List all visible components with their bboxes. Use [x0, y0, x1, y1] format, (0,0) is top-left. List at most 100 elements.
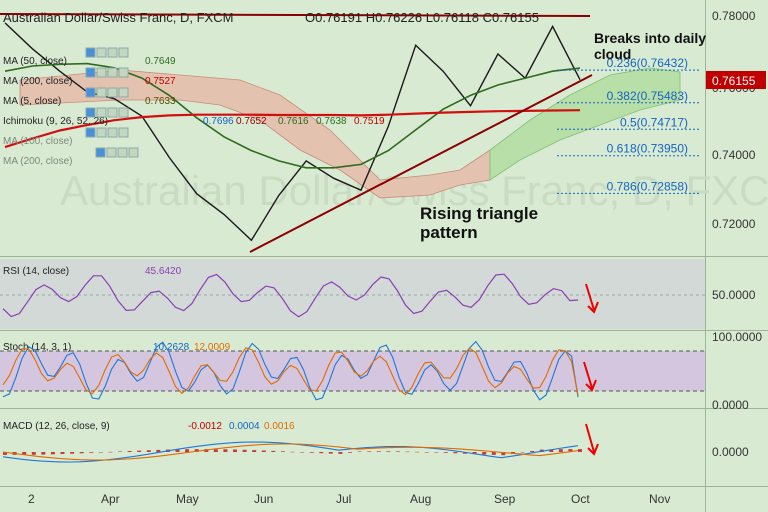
- macd-macd-value: 0.0004: [229, 421, 260, 432]
- legend-settings-icon[interactable]: [96, 107, 107, 118]
- stoch-axis-top: 100.0000: [712, 330, 762, 344]
- macd-hist-value: -0.0012: [188, 421, 222, 432]
- fib-label-4: 0.786(0.72858): [607, 179, 688, 193]
- legend-eye-icon[interactable]: [85, 127, 96, 138]
- macd-hist-bar: [328, 452, 333, 454]
- legend-settings-icon[interactable]: [106, 147, 117, 158]
- legend-ma200: MA (200, close): [3, 76, 72, 87]
- stoch-k-line: [2, 340, 579, 401]
- stoch-d-value: 12.0009: [194, 342, 231, 353]
- x-label-may: May: [176, 492, 199, 506]
- ohlc-readout: O0.76191 H0.76226 L0.76118 C0.76155: [305, 10, 539, 25]
- macd-hist-bar: [213, 449, 218, 452]
- legend-settings-icon[interactable]: [107, 47, 118, 58]
- ichimoku-val-2: 0.7652: [236, 116, 267, 127]
- rsi-value: 45.6420: [145, 266, 182, 277]
- legend-settings-icon[interactable]: [118, 127, 129, 138]
- macd-hist-bar: [280, 451, 285, 452]
- legend-settings-icon[interactable]: [118, 67, 129, 78]
- legend-settings-icon[interactable]: [118, 47, 129, 58]
- stoch-down-arrow: [583, 361, 597, 392]
- legend-ma5: MA (5, close): [3, 96, 61, 107]
- rsi-label: RSI (14, close): [3, 266, 69, 277]
- legend-settings-icon[interactable]: [118, 107, 129, 118]
- legend-settings-icon[interactable]: [118, 87, 129, 98]
- resistance-line: [0, 13, 591, 17]
- annotation-breaks-cloud-1: Breaks into daily: [594, 30, 706, 46]
- macd-hist-bar: [31, 452, 36, 455]
- macd-hist-bar: [290, 451, 295, 453]
- macd-hist-bar: [194, 449, 199, 452]
- macd-hist-bar: [443, 452, 448, 453]
- macd-hist-bar: [22, 452, 27, 455]
- macd-hist-bar: [549, 449, 554, 452]
- x-label-apr: Apr: [101, 492, 120, 506]
- legend-settings-icon[interactable]: [107, 87, 118, 98]
- macd-hist-bar: [223, 449, 228, 452]
- macd-hist-bar: [376, 451, 381, 452]
- macd-hist-bar: [300, 452, 305, 453]
- macd-hist-bar: [367, 451, 372, 452]
- macd-hist-bar: [472, 452, 477, 455]
- x-label-aug: Aug: [410, 492, 431, 506]
- macd-hist-bar: [453, 452, 458, 454]
- legend-eye-icon[interactable]: [85, 107, 96, 118]
- macd-hist-bar: [175, 449, 180, 452]
- macd-hist-bar: [252, 450, 257, 452]
- legend-settings-icon[interactable]: [117, 147, 128, 158]
- ichimoku-cloud-green: [489, 67, 681, 181]
- macd-hist-bar: [568, 449, 573, 452]
- legend-settings-icon[interactable]: [107, 67, 118, 78]
- rsi-line: [2, 273, 579, 318]
- legend-eye-icon[interactable]: [85, 87, 96, 98]
- legend-settings-icon[interactable]: [96, 127, 107, 138]
- macd-hist-bar: [319, 452, 324, 454]
- current-price-label: 0.76155: [712, 74, 756, 88]
- macd-hist-bar: [405, 451, 410, 453]
- x-label-jul: Jul: [336, 492, 351, 506]
- x-label-sep: Sep: [494, 492, 516, 506]
- macd-hist-bar: [491, 452, 496, 455]
- ichimoku-val-3: 0.7616: [278, 116, 309, 127]
- stoch-axis-bot: 0.0000: [712, 398, 749, 412]
- macd-hist-bar: [530, 451, 535, 452]
- ichimoku-val-4: 0.7638: [316, 116, 347, 127]
- legend-eye-icon[interactable]: [85, 47, 96, 58]
- macd-axis-label: 0.0000: [712, 445, 749, 459]
- price-tick-3: 0.74000: [712, 148, 756, 162]
- macd-hist-bar: [89, 452, 94, 453]
- legend-extra-2: MA (200, close): [3, 156, 72, 167]
- ichimoku-val-1: 0.7696: [203, 116, 234, 127]
- legend-eye-icon[interactable]: [95, 147, 106, 158]
- rising-trendline: [249, 74, 593, 253]
- legend-settings-icon[interactable]: [96, 87, 107, 98]
- price-tick-1: 0.78000: [712, 9, 756, 23]
- legend-settings-icon[interactable]: [128, 147, 139, 158]
- legend-settings-icon[interactable]: [96, 47, 107, 58]
- rsi-down-arrow: [585, 283, 599, 314]
- x-label-oct: Oct: [571, 492, 590, 506]
- stoch-k-value: 10.2628: [153, 342, 190, 353]
- macd-hist-bar: [434, 452, 439, 453]
- legend-settings-icon[interactable]: [96, 67, 107, 78]
- macd-hist-bar: [242, 449, 247, 452]
- macd-hist-bar: [309, 452, 314, 453]
- legend-settings-icon[interactable]: [107, 107, 118, 118]
- rsi-axis-label: 50.0000: [712, 288, 756, 302]
- macd-hist-bar: [127, 451, 132, 452]
- series-ma-50-close: [4, 62, 581, 169]
- fib-label-0: 0.236(0.76432): [607, 56, 688, 70]
- macd-hist-bar: [578, 449, 582, 452]
- rsi-pane: [0, 259, 705, 329]
- legend-settings-icon[interactable]: [107, 127, 118, 138]
- fib-label-2: 0.5(0.74717): [620, 115, 688, 129]
- macd-hist-bar: [558, 449, 563, 452]
- macd-hist-bar: [261, 450, 266, 452]
- current-price-badge: [706, 71, 766, 89]
- legend-ma200-val: 0.7527: [145, 76, 176, 87]
- macd-hist-bar: [271, 450, 276, 452]
- macd-down-arrow: [585, 423, 599, 456]
- legend-eye-icon[interactable]: [85, 67, 96, 78]
- macd-hist-bar: [338, 452, 343, 454]
- annotation-triangle-1: Rising triangle: [420, 204, 538, 223]
